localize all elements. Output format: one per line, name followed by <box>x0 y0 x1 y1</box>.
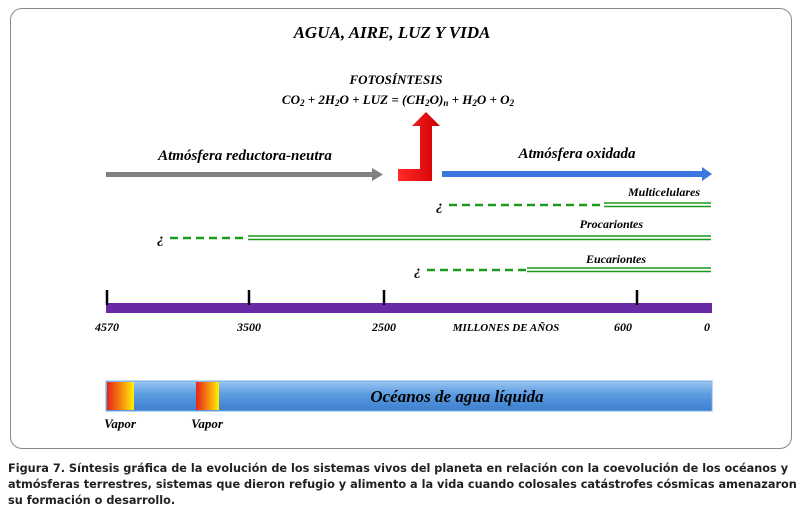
diagram-title: AGUA, AIRE, LUZ Y VIDA <box>293 23 491 42</box>
eukaryotes-label: Eucariontes <box>585 252 646 266</box>
oxidized-atmosphere-label: Atmósfera oxidada <box>517 146 636 162</box>
tick-label-4570: 4570 <box>94 320 119 334</box>
vapor-label-1: Vapor <box>104 416 137 431</box>
eukaryotes-prefix: ¿ <box>414 264 421 279</box>
timeline: 4570 3500 2500 MILLONES DE AÑOS 600 0 <box>94 290 712 334</box>
prokaryotes-prefix: ¿ <box>157 232 164 247</box>
vapor-block-2 <box>196 382 219 410</box>
figure-caption: Figura 7. Síntesis gráfica de la evoluci… <box>8 462 797 507</box>
tick-label-0: 0 <box>704 320 710 334</box>
eukaryotes-row: ¿ Eucariontes <box>414 252 711 279</box>
tick-label-600: 600 <box>614 320 632 334</box>
prokaryotes-label: Procariontes <box>580 217 644 231</box>
vapor-block-1 <box>107 382 134 410</box>
timeline-bar <box>106 303 712 313</box>
evolution-diagram: AGUA, AIRE, LUZ Y VIDA FOTOSÍNTESIS CO2 … <box>94 23 713 431</box>
tick-label-3500: 3500 <box>236 320 261 334</box>
prokaryotes-row: ¿ Procariontes <box>157 217 711 247</box>
tick-label-2500: 2500 <box>371 320 396 334</box>
oceans-label: Océanos de agua líquida <box>370 387 544 406</box>
reducing-atmosphere-label: Atmósfera reductora-neutra <box>157 148 332 164</box>
vapor-label-2: Vapor <box>191 416 224 431</box>
figure-frame <box>10 8 792 449</box>
reducing-atmosphere-arrow <box>106 168 383 181</box>
multicellular-label: Multicelulares <box>627 185 700 199</box>
timeline-unit-label: MILLONES DE AÑOS <box>452 322 560 334</box>
multicellular-row: ¿ Multicelulares <box>436 185 711 214</box>
oceans-bar: Océanos de agua líquida <box>105 380 713 412</box>
multicellular-prefix: ¿ <box>436 199 443 214</box>
oxygenation-arrow <box>398 112 440 181</box>
photosynthesis-heading: FOTOSÍNTESIS <box>349 72 443 87</box>
photosynthesis-equation: CO2 + 2H2O + LUZ = (CH2O)n + H2O + O2 <box>282 92 515 108</box>
oxidized-atmosphere-arrow <box>442 167 712 181</box>
